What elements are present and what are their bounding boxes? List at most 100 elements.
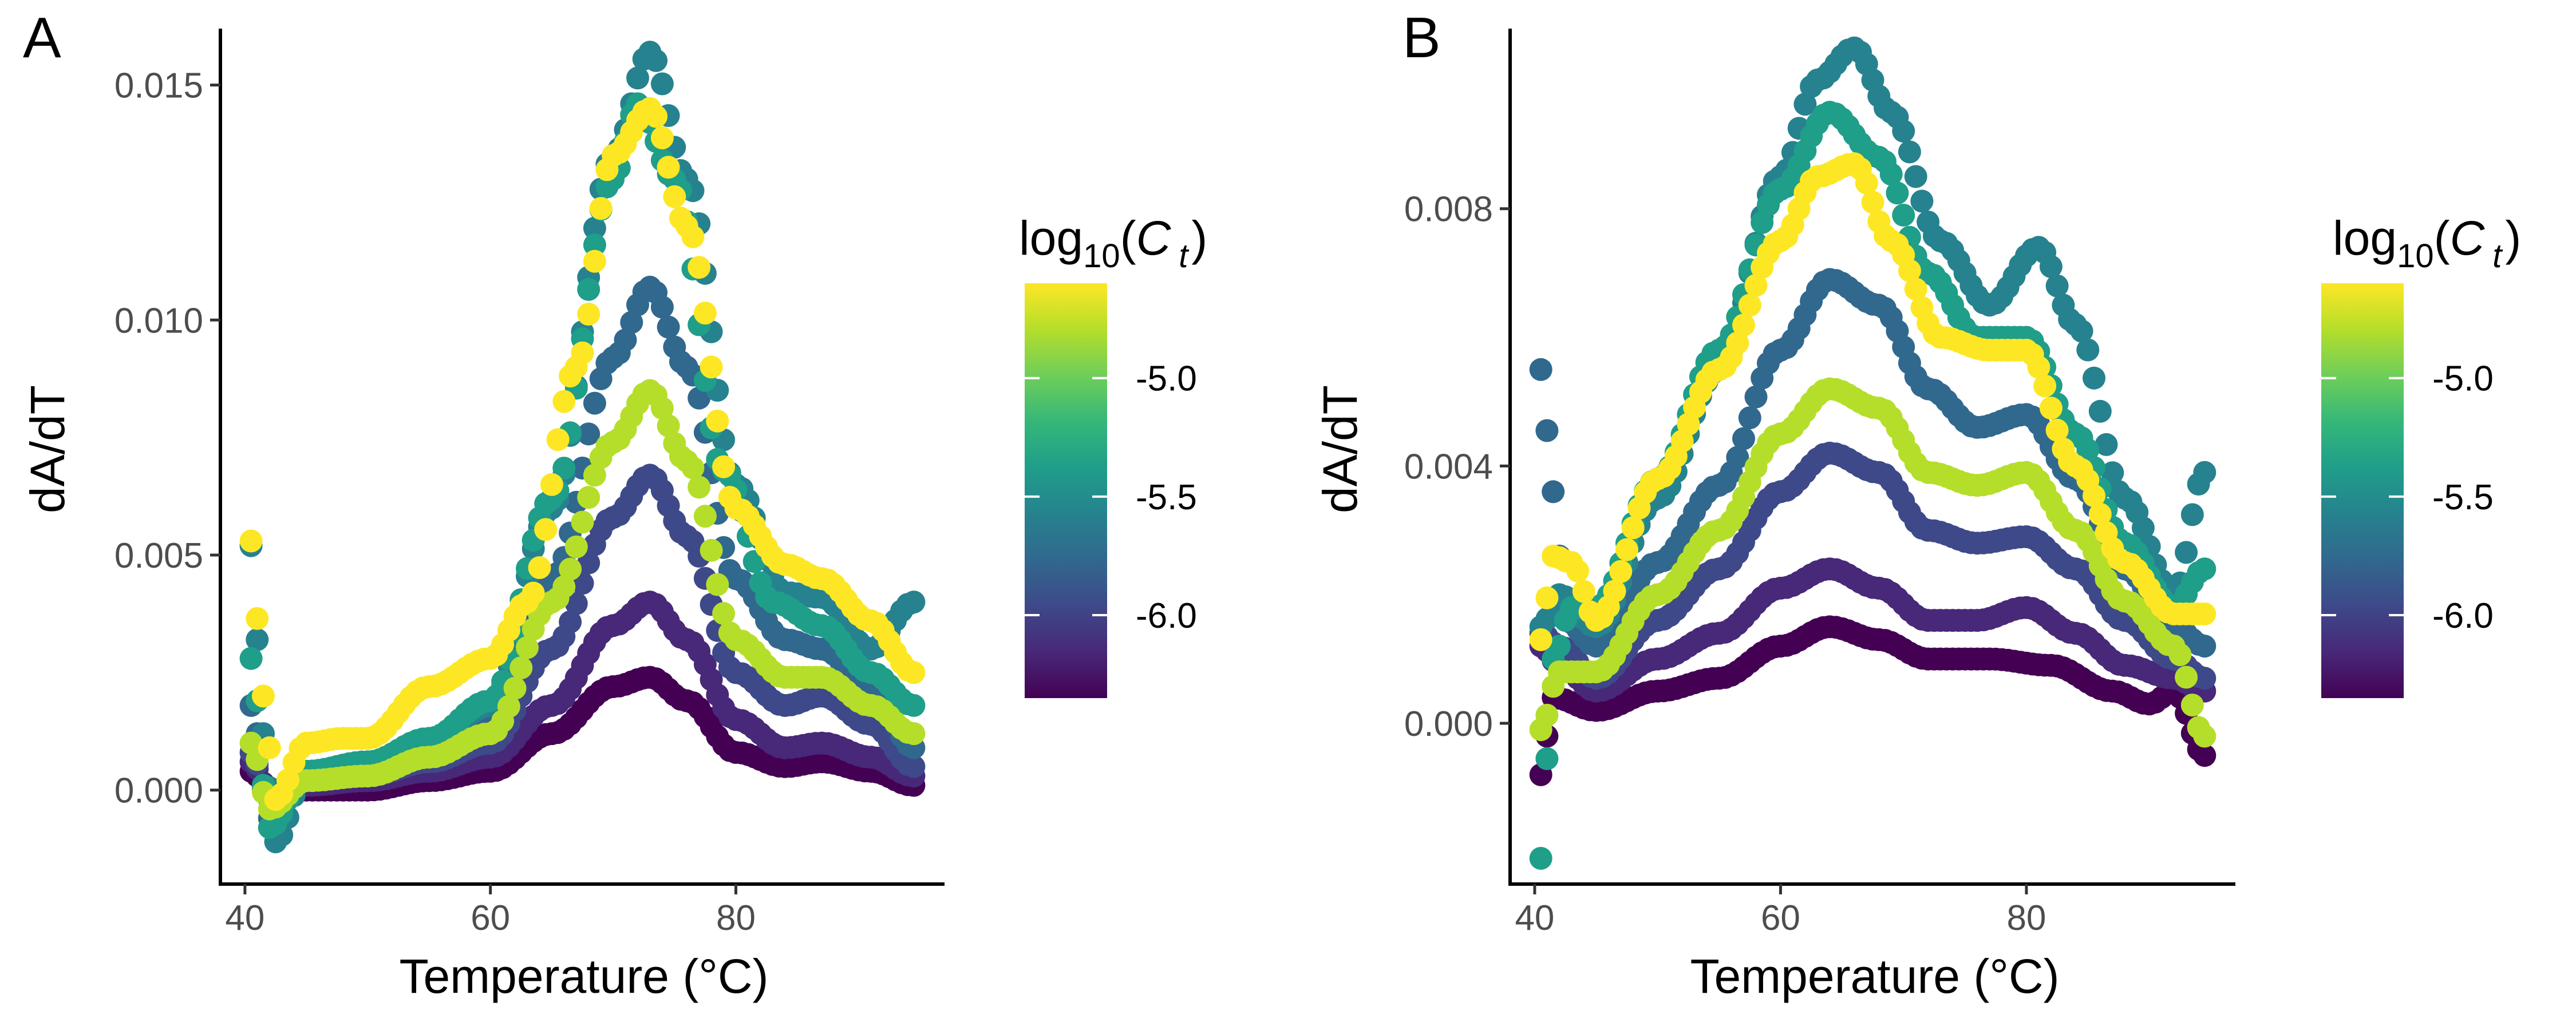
panel-b-legend-open-paren: (: [2434, 211, 2450, 265]
data-point: [577, 486, 600, 509]
data-point: [645, 49, 668, 72]
data-point: [1615, 538, 1638, 561]
data-point: [1529, 628, 1552, 651]
data-point: [583, 391, 606, 415]
data-point: [1898, 259, 1921, 282]
data-point: [2193, 635, 2217, 658]
panel-b-y-axis-title: dA/dT: [1313, 385, 1367, 513]
data-point: [1726, 331, 1749, 355]
data-point: [1744, 274, 1768, 297]
data-point: [2193, 461, 2217, 484]
panel-b-colorbar-tick-label: -6.0: [2432, 596, 2494, 636]
panel-b-series-3: [1529, 268, 2217, 658]
panel-a-legend-title: log10(C t): [1019, 211, 1207, 275]
data-point: [571, 510, 594, 534]
panel-a-legend-var: C: [1136, 211, 1172, 265]
data-point: [2027, 355, 2050, 379]
data-point: [2076, 438, 2100, 462]
data-point: [650, 126, 674, 149]
panel-b-legend: log10(C t) -5.0 -5.5 -6.0: [2321, 211, 2521, 698]
panel-b-x-ticks: 40 60 80: [1515, 884, 2046, 938]
data-point: [1732, 427, 1755, 450]
panel-a-y-tick-label: 0.010: [114, 301, 203, 340]
data-point: [1547, 635, 1571, 658]
data-point: [2175, 665, 2198, 689]
panel-b-legend-var: C: [2450, 211, 2486, 265]
data-point: [564, 592, 588, 615]
panel-a-colorbar: [1025, 283, 1107, 698]
panel-a-series-7: [239, 97, 926, 811]
data-point: [712, 455, 736, 478]
data-point: [626, 66, 649, 90]
data-point: [2039, 255, 2063, 278]
data-point: [552, 390, 576, 413]
panel-b-legend-close-paren: ): [2505, 211, 2521, 265]
data-point: [2193, 557, 2217, 581]
data-point: [650, 72, 674, 96]
panel-b-colorbar: [2321, 283, 2404, 698]
data-point: [2180, 694, 2204, 717]
data-point: [246, 628, 269, 651]
panel-a-legend-log-base: 10: [1083, 237, 1120, 275]
data-point: [589, 197, 613, 220]
data-point: [688, 386, 711, 410]
data-point: [1621, 516, 1645, 540]
data-point: [246, 607, 269, 630]
data-point: [2175, 541, 2198, 564]
panel-a-legend-log: log: [1019, 211, 1083, 265]
data-point: [552, 575, 576, 599]
data-point: [1535, 747, 1559, 770]
data-point: [1535, 419, 1559, 442]
data-point: [239, 529, 263, 553]
data-point: [1529, 847, 1552, 870]
data-point: [528, 556, 551, 579]
panel-b-series-7: [1529, 152, 2217, 651]
panel-b-series-6: [1529, 377, 2217, 748]
data-point: [516, 636, 539, 659]
data-point: [2193, 602, 2217, 625]
panel-a-colorbar-tick-label: -5.5: [1136, 478, 1197, 517]
data-point: [657, 315, 680, 339]
data-point: [1535, 703, 1559, 727]
data-point: [657, 156, 680, 179]
panel-b-y-ticks: 0.000 0.004 0.008: [1404, 190, 1510, 744]
data-point: [706, 409, 729, 433]
panel-b-legend-var-sub: t: [2492, 237, 2503, 275]
panel-b-x-tick-label: 80: [2006, 898, 2046, 938]
data-point: [1738, 406, 1761, 430]
panel-b-legend-title: log10(C t): [2333, 211, 2521, 275]
data-point: [681, 456, 705, 480]
data-point: [583, 464, 606, 487]
data-point: [657, 414, 680, 438]
panel-a-x-tick-label: 60: [471, 898, 510, 938]
data-point: [2095, 433, 2118, 456]
data-point: [252, 684, 275, 708]
panel-b-colorbar-tick-label: -5.5: [2432, 478, 2494, 517]
data-point: [546, 428, 570, 451]
data-point: [2083, 366, 2105, 390]
data-point: [2045, 418, 2069, 442]
panel-a-series-6: [239, 379, 926, 821]
panel-a: A 40 60 80 0.000 0.005 0.010 0.015 Temperatur…: [21, 6, 1207, 1003]
data-point: [2168, 643, 2192, 667]
data-point: [700, 355, 723, 379]
data-point: [902, 661, 926, 684]
data-point: [239, 647, 263, 670]
data-point: [2193, 667, 2217, 690]
panel-b-y-tick-label: 0.008: [1404, 190, 1493, 229]
data-point: [1738, 294, 1761, 317]
data-point: [258, 736, 281, 759]
panel-a-legend-close-paren: ): [1191, 211, 1207, 265]
panel-a-y-axis-title: dA/dT: [21, 385, 74, 513]
data-point: [2131, 516, 2155, 540]
panel-b: B 40 60 80 0.000 0.004 0.008 Temperature (°C…: [1313, 6, 2521, 1003]
data-point: [645, 105, 668, 128]
data-point: [1566, 559, 1590, 583]
data-point: [1892, 120, 1915, 143]
panel-b-letter: B: [1402, 6, 1441, 70]
panel-a-x-tick-label: 80: [716, 898, 756, 938]
data-point: [577, 278, 600, 301]
data-point: [2033, 374, 2057, 398]
data-point: [577, 422, 600, 446]
panel-b-x-tick-label: 60: [1761, 898, 1800, 938]
